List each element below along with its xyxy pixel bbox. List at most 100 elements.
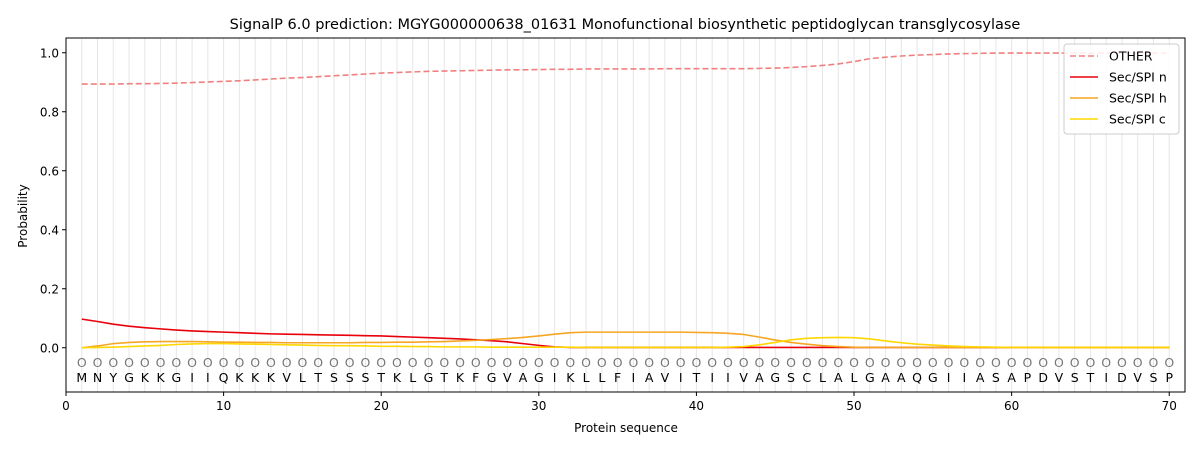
residue-label: O — [187, 355, 197, 370]
residue-label: O — [124, 355, 134, 370]
residue-label: O — [1086, 355, 1096, 370]
residue-label: O — [959, 355, 969, 370]
x-tick-label: 10 — [216, 399, 231, 413]
y-tick-label: 0.0 — [40, 341, 59, 355]
residue-label: O — [739, 355, 749, 370]
residue-label: O — [565, 355, 575, 370]
x-tick-label: 30 — [531, 399, 546, 413]
residue-letter: Q — [912, 370, 922, 385]
x-tick-label: 60 — [1004, 399, 1019, 413]
x-axis-title: Protein sequence — [574, 421, 678, 435]
residue-label: O — [534, 355, 544, 370]
residue-letter: S — [787, 370, 795, 385]
residue-label: O — [802, 355, 812, 370]
y-tick-label: 0.4 — [40, 223, 59, 237]
residue-letter: G — [928, 370, 938, 385]
residue-letter: A — [897, 370, 906, 385]
y-tick-label: 0.6 — [40, 164, 59, 178]
residue-letter: A — [519, 370, 528, 385]
series-line-other — [81, 52, 1170, 85]
residue-letter: A — [1007, 370, 1016, 385]
residue-label: O — [1101, 355, 1111, 370]
residue-letter: L — [583, 370, 590, 385]
legend-box — [1063, 43, 1180, 135]
x-tick-label: 70 — [1162, 399, 1177, 413]
residue-letter: K — [251, 370, 260, 385]
residue-letter: S — [330, 370, 338, 385]
y-axis-title: Probability — [16, 184, 30, 247]
residue-letter: K — [156, 370, 165, 385]
residue-letter: V — [1133, 370, 1142, 385]
residue-letter: T — [692, 370, 701, 385]
plot-frame — [65, 37, 1186, 393]
legend: OTHER Sec/SPI n Sec/SPI h Sec/SPI c — [1063, 43, 1180, 135]
residue-letter: V — [661, 370, 670, 385]
residue-label: O — [234, 355, 244, 370]
residue-label: O — [928, 355, 938, 370]
residue-letter: T — [376, 370, 385, 385]
chart-title: SignalP 6.0 prediction: MGYG000000638_01… — [230, 17, 1021, 33]
residue-letter: G — [770, 370, 780, 385]
residue-letter: V — [282, 370, 291, 385]
residue-label: O — [912, 355, 922, 370]
residue-label: O — [1022, 355, 1032, 370]
residue-letter: K — [141, 370, 150, 385]
residue-label: O — [1007, 355, 1017, 370]
residue-label: O — [93, 355, 103, 370]
residue-label: O — [692, 355, 702, 370]
residue-letter: I — [190, 370, 194, 385]
residue-letter: A — [834, 370, 843, 385]
residue-label: O — [250, 355, 260, 370]
residue-letter: F — [614, 370, 621, 385]
residue-label: O — [818, 355, 828, 370]
residue-label: O — [376, 355, 386, 370]
residue-label: O — [471, 355, 481, 370]
series-line-sec-spi-c — [81, 336, 1170, 349]
residue-label: O — [345, 355, 355, 370]
residue-label: O — [1070, 355, 1080, 370]
residue-label: O — [313, 355, 323, 370]
residue-label: O — [408, 355, 418, 370]
residue-letter: K — [235, 370, 244, 385]
residue-label: O — [203, 355, 213, 370]
legend-label: Sec/SPI c — [1109, 112, 1166, 127]
residue-letter: V — [1055, 370, 1064, 385]
residue-letter: N — [93, 370, 102, 385]
series-lines — [81, 52, 1170, 349]
residue-label: O — [550, 355, 560, 370]
residue-label: O — [1054, 355, 1064, 370]
residue-label: O — [439, 355, 449, 370]
residue-letter: V — [739, 370, 748, 385]
residue-letter: A — [881, 370, 890, 385]
sequence-track: OMONOYOGOKOKOGOIOIOQOKOKOKOVOLOTOSOSOSOT… — [76, 355, 1174, 385]
residue-label: O — [487, 355, 497, 370]
residue-letter: I — [710, 370, 714, 385]
residue-letter: G — [124, 370, 134, 385]
x-axis: 0 10 20 30 40 50 60 70 — [62, 392, 1177, 413]
residue-label: O — [171, 355, 181, 370]
residue-letter: G — [424, 370, 434, 385]
residue-letter: I — [553, 370, 557, 385]
residue-label: O — [581, 355, 591, 370]
residue-label: O — [944, 355, 954, 370]
residue-label: O — [502, 355, 512, 370]
residue-letter: I — [1104, 370, 1108, 385]
residue-label: O — [77, 355, 87, 370]
residue-label: O — [1133, 355, 1143, 370]
residue-letter: G — [171, 370, 181, 385]
residue-letter: K — [393, 370, 402, 385]
residue-label: O — [975, 355, 985, 370]
residue-label: O — [266, 355, 276, 370]
residue-letter: L — [299, 370, 306, 385]
x-tick-label: 40 — [689, 399, 704, 413]
residue-letter: T — [1086, 370, 1095, 385]
residue-label: O — [329, 355, 339, 370]
residue-label: O — [424, 355, 434, 370]
residue-label: O — [219, 355, 229, 370]
residue-label: O — [896, 355, 906, 370]
residue-letter: F — [472, 370, 479, 385]
residue-label: O — [392, 355, 402, 370]
residue-letter: S — [346, 370, 354, 385]
residue-label: O — [628, 355, 638, 370]
